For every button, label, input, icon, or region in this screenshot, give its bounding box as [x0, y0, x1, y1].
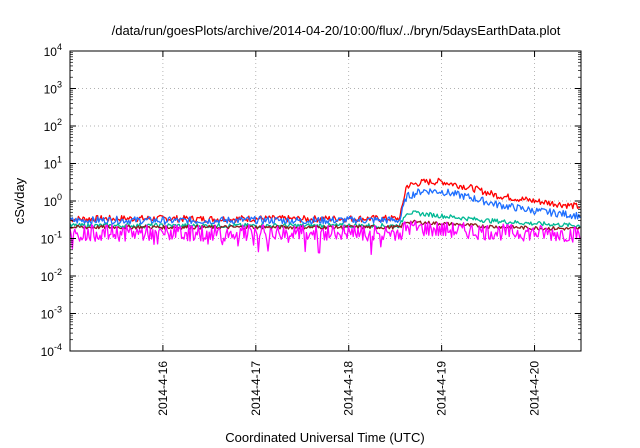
y-tick-label: 10-2 — [41, 267, 62, 284]
series-group — [69, 177, 581, 255]
y-tick-label: 10-1 — [41, 230, 62, 247]
x-tick-label: 2014-4-17 — [249, 361, 263, 416]
x-axis: 2014-4-16 2014-4-17 2014-4-18 2014-4-19 2014… — [156, 51, 542, 416]
y-tick-label: 104 — [44, 42, 62, 59]
x-tick-label: 2014-4-20 — [528, 361, 542, 416]
x-axis-label: Coordinated Universal Time (UTC) — [225, 430, 424, 445]
series-line-1 — [69, 177, 581, 223]
x-tick-label: 2014-4-16 — [156, 361, 170, 416]
y-tick-label: 102 — [44, 117, 62, 134]
series-line-2 — [69, 188, 581, 225]
grid-lines — [70, 51, 581, 351]
series-line-4 — [69, 219, 581, 231]
x-tick-label: 2014-4-19 — [435, 361, 449, 416]
y-tick-label: 103 — [44, 80, 62, 97]
y-tick-label: 101 — [44, 155, 62, 172]
y-tick-label: 10-3 — [41, 305, 62, 322]
x-tick-label: 2014-4-18 — [342, 361, 356, 416]
y-tick-label: 10-4 — [41, 342, 62, 359]
chart-title: /data/run/goesPlots/archive/2014-04-20/1… — [112, 23, 561, 38]
y-tick-label: 100 — [44, 192, 62, 209]
series-line-5 — [69, 220, 581, 255]
y-axis: 10-4 10-3 10-2 10-1 100 101 102 103 104 — [41, 42, 581, 359]
y-axis-label: cSv/day — [12, 177, 27, 224]
